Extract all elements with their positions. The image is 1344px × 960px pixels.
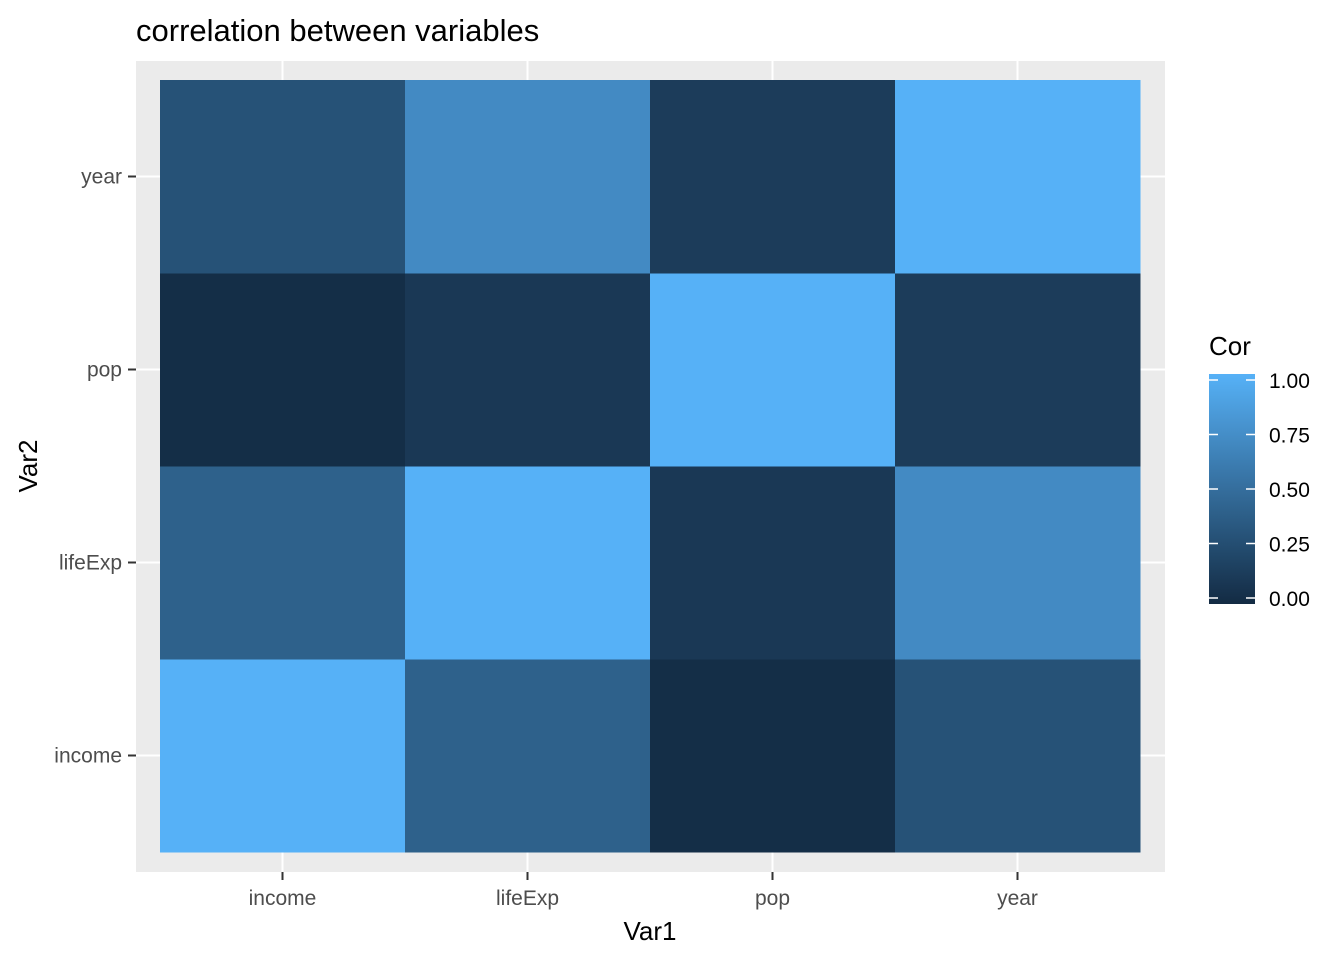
heatmap-cell-year-year	[895, 80, 1141, 274]
x-axis-ticks: income lifeExp pop year	[249, 872, 1038, 910]
legend-tick-label: 0.25	[1269, 534, 1310, 557]
heatmap-cell-pop-income	[650, 659, 896, 853]
y-tick-label: pop	[87, 359, 122, 382]
x-tick-label: year	[997, 887, 1038, 910]
heatmap-cell-pop-pop	[650, 273, 896, 467]
heatmap-cell-pop-year	[650, 80, 896, 274]
heatmap-cell-income-pop	[160, 273, 406, 467]
heatmap-cell-lifeExp-year	[405, 80, 651, 274]
x-tick-label: income	[249, 887, 317, 910]
heatmap-cell-lifeExp-pop	[405, 273, 651, 467]
heatmap-cell-lifeExp-income	[405, 659, 651, 853]
y-tick-label: lifeExp	[59, 552, 122, 575]
legend-tick-label: 0.50	[1269, 479, 1310, 502]
legend-tick-label: 1.00	[1269, 370, 1310, 393]
legend-ticks: 0.00 0.25 0.50 0.75 1.00	[1209, 370, 1310, 611]
heatmap-cell-income-year	[160, 80, 406, 274]
y-axis-ticks: income lifeExp pop year	[54, 166, 136, 768]
y-axis-title: Var2	[13, 440, 43, 493]
heatmap-cell-lifeExp-lifeExp	[405, 466, 651, 660]
legend-tick-label: 0.00	[1269, 588, 1310, 611]
legend-title: Cor	[1209, 331, 1251, 361]
heatmap-cell-year-income	[895, 659, 1141, 853]
x-tick-label: pop	[755, 887, 790, 910]
heatmap-cell-income-lifeExp	[160, 466, 406, 660]
legend-tick-label: 0.75	[1269, 425, 1310, 448]
x-axis-title: Var1	[624, 916, 677, 946]
heatmap-cells	[160, 80, 1141, 853]
heatmap-cell-year-pop	[895, 273, 1141, 467]
y-tick-label: income	[54, 745, 122, 768]
chart-title: correlation between variables	[136, 13, 539, 48]
x-tick-label: lifeExp	[496, 887, 559, 910]
heatmap-cell-pop-lifeExp	[650, 466, 896, 660]
heatmap-cell-year-lifeExp	[895, 466, 1141, 660]
y-tick-label: year	[81, 166, 122, 189]
heatmap-cell-income-income	[160, 659, 406, 853]
color-legend: Cor 0.00 0.25 0.50 0.75 1.00	[1209, 331, 1310, 611]
